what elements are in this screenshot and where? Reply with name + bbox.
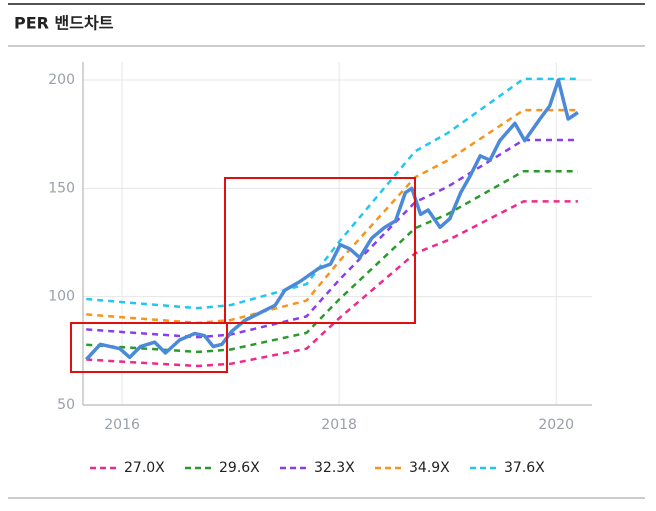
legend-label: 34.9X xyxy=(409,460,450,476)
plot: 50 100 150 200 2016 2018 2020 xyxy=(48,62,592,433)
band-line xyxy=(86,169,578,354)
x-tick-label: 2018 xyxy=(321,417,357,433)
legend-label: 32.3X xyxy=(314,460,355,476)
band-line xyxy=(86,138,578,339)
legend-label: 29.6X xyxy=(219,460,260,476)
price-line xyxy=(84,78,579,361)
legend-label: 37.6X xyxy=(504,460,545,476)
header-title: PER 밴드차트 xyxy=(14,14,114,33)
highlight-box xyxy=(70,322,228,373)
y-tick-label: 50 xyxy=(57,397,75,413)
y-tick-label: 200 xyxy=(48,72,75,88)
highlight-box xyxy=(224,177,416,324)
x-tick-label: 2016 xyxy=(104,417,140,433)
band-line xyxy=(86,108,578,325)
y-tick-label: 100 xyxy=(48,289,75,305)
legend-label: 27.0X xyxy=(124,460,165,476)
y-tick-label: 150 xyxy=(48,180,75,196)
band-line xyxy=(86,200,578,368)
band-line xyxy=(86,77,578,310)
x-tick-label: 2020 xyxy=(538,417,574,433)
